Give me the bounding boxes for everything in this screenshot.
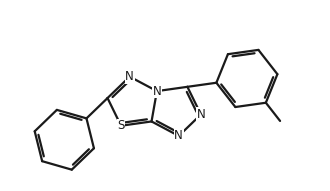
Text: N: N	[125, 70, 134, 83]
Text: N: N	[174, 129, 183, 142]
Text: S: S	[117, 119, 125, 132]
Text: N: N	[152, 85, 161, 98]
Text: N: N	[197, 108, 205, 121]
